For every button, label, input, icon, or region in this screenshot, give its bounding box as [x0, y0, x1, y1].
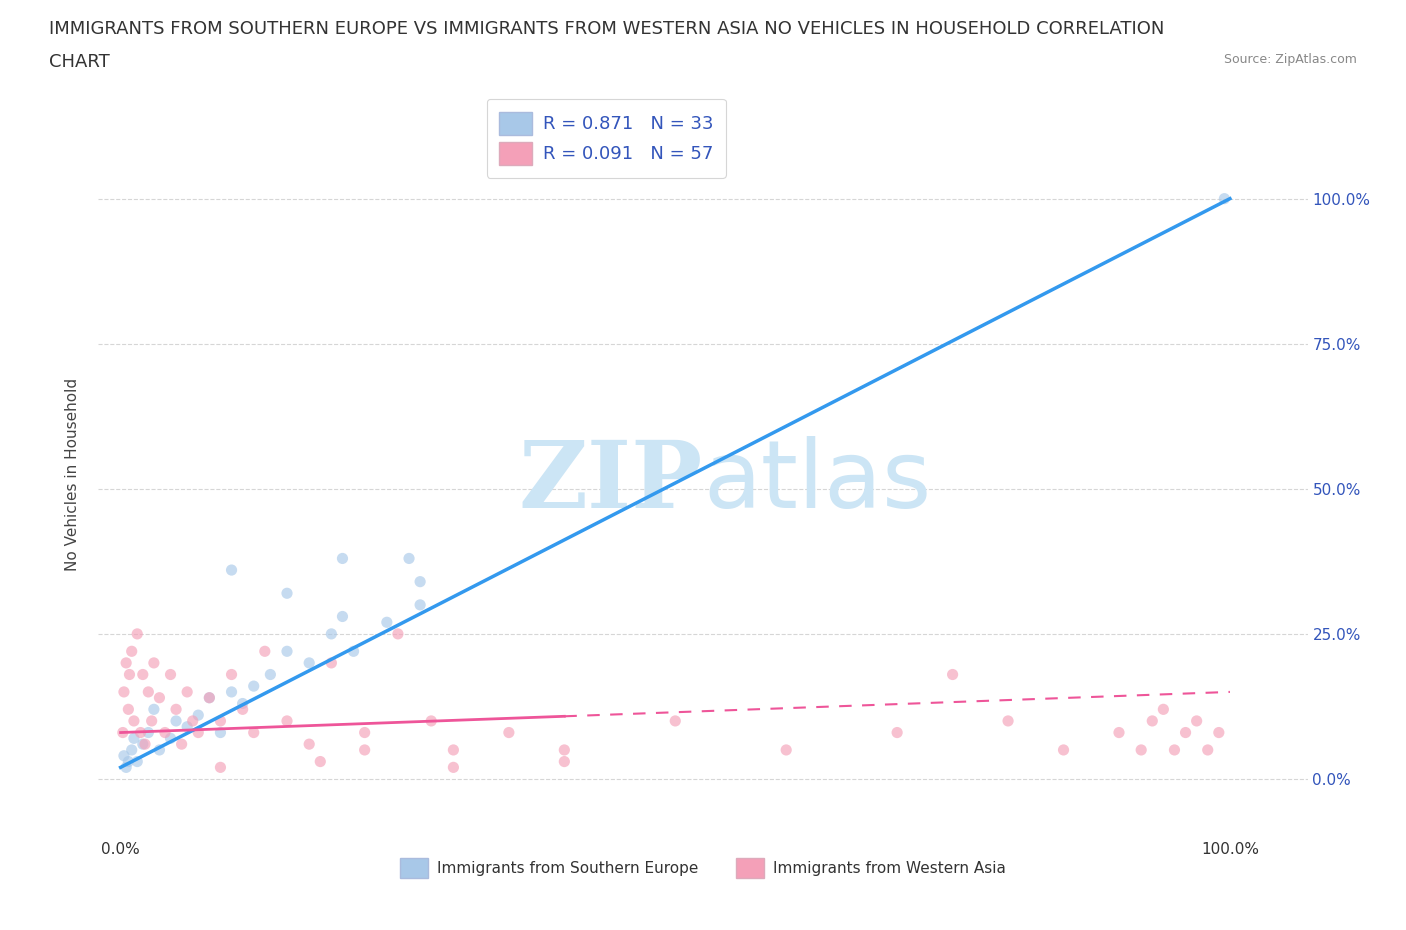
Point [165, 702, 187, 717]
Point [997, 713, 1019, 728]
Point [1213, 192, 1236, 206]
Point [141, 713, 163, 728]
Point [122, 713, 145, 728]
Point [1163, 742, 1185, 757]
Point [127, 754, 149, 769]
Point [221, 563, 243, 578]
Point [209, 713, 232, 728]
Point [118, 667, 141, 682]
Point [409, 597, 432, 612]
Point [221, 667, 243, 682]
Point [181, 713, 204, 728]
Point [148, 690, 170, 705]
Point [353, 725, 375, 740]
Point [127, 627, 149, 642]
Text: ZIP: ZIP [519, 436, 703, 526]
Point [253, 644, 276, 658]
Point [1052, 742, 1074, 757]
Point [886, 725, 908, 740]
Point [276, 586, 298, 601]
Point [148, 742, 170, 757]
Point [259, 667, 281, 682]
Point [132, 667, 155, 682]
Point [198, 690, 221, 705]
Point [298, 737, 321, 751]
Point [117, 702, 139, 717]
Point [398, 551, 420, 565]
Point [142, 656, 165, 671]
Point [553, 742, 575, 757]
Legend: Immigrants from Southern Europe, Immigrants from Western Asia: Immigrants from Southern Europe, Immigra… [394, 852, 1012, 883]
Point [353, 742, 375, 757]
Point [115, 656, 138, 671]
Point [321, 656, 343, 671]
Point [1152, 702, 1174, 717]
Point [111, 725, 134, 740]
Point [165, 713, 187, 728]
Text: atlas: atlas [703, 435, 931, 527]
Point [242, 725, 264, 740]
Point [112, 749, 135, 764]
Point [387, 627, 409, 642]
Point [321, 627, 343, 642]
Point [553, 754, 575, 769]
Point [232, 702, 254, 717]
Point [232, 696, 254, 711]
Point [159, 731, 181, 746]
Point [187, 708, 209, 723]
Point [1208, 725, 1230, 740]
Point [441, 742, 464, 757]
Point [159, 667, 181, 682]
Point [209, 760, 232, 775]
Point [221, 684, 243, 699]
Point [187, 725, 209, 740]
Point [342, 644, 364, 658]
Point [209, 725, 232, 740]
Point [1130, 742, 1153, 757]
Point [138, 684, 160, 699]
Point [121, 644, 143, 658]
Point [1197, 742, 1219, 757]
Point [115, 760, 138, 775]
Point [132, 737, 155, 751]
Point [122, 731, 145, 746]
Point [309, 754, 332, 769]
Point [142, 702, 165, 717]
Point [1108, 725, 1130, 740]
Point [664, 713, 686, 728]
Point [242, 679, 264, 694]
Point [176, 684, 198, 699]
Point [1142, 713, 1164, 728]
Point [775, 742, 797, 757]
Point [409, 574, 432, 589]
Point [498, 725, 520, 740]
Point [332, 609, 354, 624]
Point [153, 725, 176, 740]
Point [942, 667, 965, 682]
Point [1185, 713, 1208, 728]
Point [276, 644, 298, 658]
Point [129, 725, 152, 740]
Point [1174, 725, 1197, 740]
Point [170, 737, 193, 751]
Point [298, 656, 321, 671]
Point [121, 742, 143, 757]
Point [138, 725, 160, 740]
Point [134, 737, 156, 751]
Point [198, 690, 221, 705]
Point [117, 754, 139, 769]
Point [375, 615, 398, 630]
Point [420, 713, 443, 728]
Point [441, 760, 464, 775]
Point [276, 713, 298, 728]
Y-axis label: No Vehicles in Household: No Vehicles in Household [65, 378, 80, 571]
Text: Source: ZipAtlas.com: Source: ZipAtlas.com [1223, 53, 1357, 66]
Text: CHART: CHART [49, 53, 110, 71]
Text: IMMIGRANTS FROM SOUTHERN EUROPE VS IMMIGRANTS FROM WESTERN ASIA NO VEHICLES IN H: IMMIGRANTS FROM SOUTHERN EUROPE VS IMMIG… [49, 20, 1164, 38]
Point [332, 551, 354, 565]
Point [176, 719, 198, 734]
Point [112, 684, 135, 699]
